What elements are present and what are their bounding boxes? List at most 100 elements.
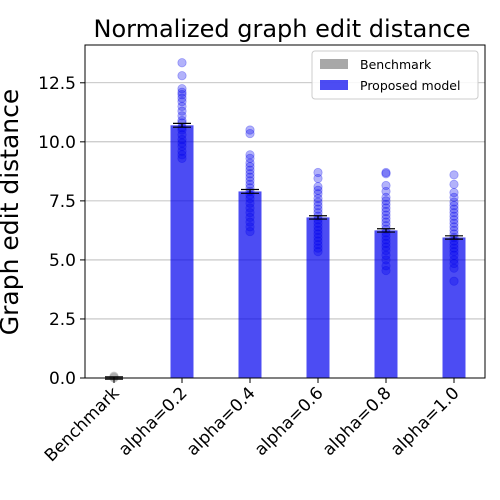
data-point: [381, 210, 391, 220]
grid-lines: [85, 82, 485, 379]
data-point: [245, 165, 255, 175]
data-point: [177, 89, 187, 100]
legend: Benchmark Proposed model: [311, 50, 479, 100]
data-point: [245, 179, 255, 189]
data-point: [449, 250, 459, 260]
data-point: [313, 236, 323, 246]
data-point: [449, 218, 459, 228]
bar: [374, 230, 398, 378]
data-point: [449, 243, 459, 253]
data-point: [245, 125, 255, 135]
data-point: [245, 198, 255, 208]
data-point: [381, 206, 391, 217]
data-point: [177, 150, 187, 160]
data-point: [245, 150, 255, 160]
data-point: [313, 173, 323, 184]
legend-box: [311, 50, 479, 100]
y-axis-ticks: 0.0 2.5 5.0 7.5 10.0 12.5: [38, 74, 85, 389]
data-point: [177, 141, 187, 152]
data-point: [313, 225, 323, 235]
data-point: [177, 106, 187, 116]
data-point: [381, 238, 391, 248]
data-point: [245, 128, 255, 139]
x-tick-label: alpha=0.2: [115, 383, 192, 460]
data-point: [449, 225, 459, 235]
data-point: [449, 192, 459, 202]
data-point: [381, 265, 391, 276]
legend-label: Proposed model: [360, 78, 460, 93]
y-tick-label: 10.0: [38, 133, 76, 153]
data-point: [177, 130, 187, 140]
data-point: [245, 203, 255, 213]
data-point: [177, 101, 187, 112]
data-point: [313, 200, 323, 211]
y-tick-label: 7.5: [49, 192, 76, 212]
data-point: [381, 169, 391, 179]
data-point: [381, 235, 391, 245]
data-point: [313, 222, 323, 232]
chart-title: Normalized graph edit distance: [93, 15, 470, 43]
data-point: [449, 188, 459, 198]
bar: [442, 237, 466, 378]
data-point: [449, 222, 459, 232]
data-point: [313, 193, 323, 204]
data-point: [245, 208, 255, 218]
data-point: [313, 232, 323, 243]
data-point: [381, 250, 391, 260]
data-point: [381, 213, 391, 224]
x-axis-ticks: Benchmarkalpha=0.2alpha=0.4alpha=0.6alph…: [41, 378, 464, 466]
data-point: [381, 245, 391, 256]
data-point: [381, 192, 391, 202]
legend-swatch: [320, 80, 348, 90]
data-point: [381, 242, 391, 252]
data-point: [449, 197, 459, 207]
data-point: [245, 162, 255, 172]
data-point: [313, 204, 323, 214]
data-point: [449, 255, 459, 265]
data-point: [449, 200, 459, 211]
data-point: [381, 196, 391, 206]
data-point: [245, 226, 255, 237]
data-point: [245, 217, 255, 227]
data-point: [449, 239, 459, 250]
data-point: [449, 247, 459, 257]
data-point: [177, 84, 187, 94]
legend-label: Benchmark: [360, 57, 432, 72]
data-point: [449, 258, 459, 269]
x-tick-label: alpha=0.4: [183, 383, 260, 460]
data-point: [177, 138, 187, 148]
data-point: [313, 229, 323, 239]
data-point: [177, 87, 187, 97]
scatter-points: [109, 58, 459, 383]
data-point: [177, 71, 187, 81]
error-bars: [105, 122, 463, 380]
data-point: [177, 146, 187, 156]
legend-swatch: [320, 59, 348, 69]
data-point: [449, 215, 459, 225]
data-point: [381, 167, 391, 178]
data-point: [449, 170, 459, 180]
data-point: [381, 261, 391, 271]
data-point: [313, 185, 323, 195]
data-point: [313, 189, 323, 199]
data-point: [313, 167, 323, 178]
data-point: [245, 172, 255, 182]
data-point: [245, 212, 255, 223]
data-point: [177, 97, 187, 107]
y-tick-label: 0.0: [49, 369, 76, 389]
data-point: [449, 263, 459, 273]
data-point: [381, 180, 391, 191]
data-point: [245, 222, 255, 232]
data-point: [313, 182, 323, 192]
data-point: [313, 197, 323, 207]
data-point: [381, 203, 391, 213]
data-point: [245, 193, 255, 204]
data-point: [177, 153, 187, 163]
x-tick-label: alpha=0.6: [251, 383, 328, 460]
data-point: [313, 247, 323, 257]
y-tick-label: 2.5: [49, 310, 76, 330]
data-point: [245, 169, 255, 179]
data-point: [449, 208, 459, 218]
data-point: [245, 153, 255, 163]
